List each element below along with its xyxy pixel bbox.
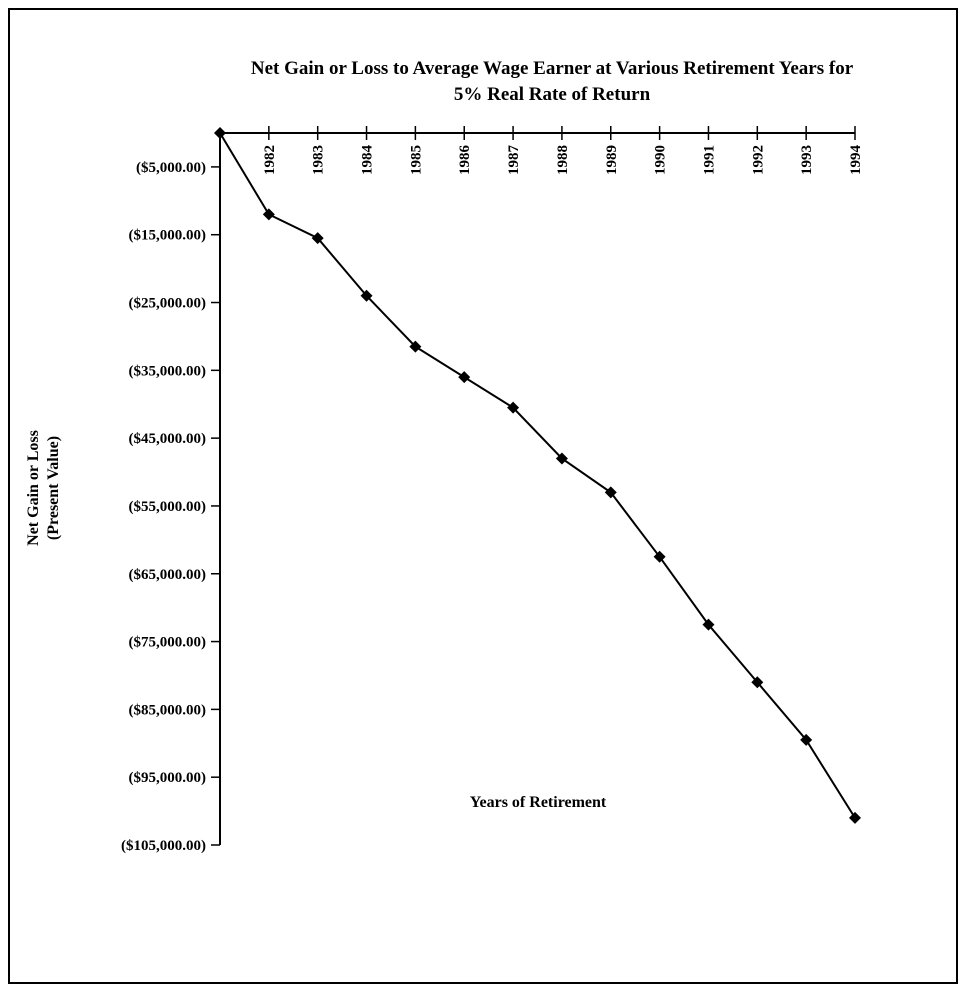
x-tick-label: 1985: [408, 145, 424, 175]
y-tick-label: ($15,000.00): [129, 228, 207, 244]
point-marker: [311, 232, 324, 245]
chart-title: Net Gain or Loss to Average Wage Earner …: [251, 58, 854, 79]
point-marker: [604, 486, 617, 499]
x-tick-label: 1987: [506, 145, 522, 176]
y-tick-label: ($35,000.00): [129, 363, 207, 379]
point-marker: [751, 676, 764, 689]
y-axis-label: Net Gain or Loss: [25, 430, 42, 546]
point-marker: [458, 371, 471, 384]
x-tick-label: 1992: [750, 145, 766, 175]
y-tick-label: ($105,000.00): [121, 838, 206, 854]
point-marker: [409, 340, 422, 353]
point-marker: [262, 208, 275, 221]
y-tick-label: ($95,000.00): [129, 770, 207, 786]
x-tick-label: 1989: [604, 145, 620, 175]
y-tick-label: ($45,000.00): [129, 431, 207, 447]
point-marker: [653, 550, 666, 563]
x-tick-label: 1993: [799, 145, 815, 175]
y-tick-label: ($25,000.00): [129, 296, 207, 312]
y-tick-label: ($5,000.00): [136, 160, 206, 176]
point-marker: [800, 733, 813, 746]
x-tick-label: 1986: [457, 145, 473, 176]
chart-border: [8, 8, 958, 984]
x-axis-label: Years of Retirement: [470, 794, 607, 811]
x-tick-label: 1994: [848, 145, 864, 176]
chart-title: 5% Real Rate of Return: [454, 84, 651, 105]
x-tick-label: 1984: [360, 145, 376, 176]
point-marker: [507, 401, 520, 414]
point-marker: [702, 618, 715, 631]
y-tick-label: ($85,000.00): [129, 702, 207, 718]
point-marker: [555, 452, 568, 465]
x-tick-label: 1983: [311, 145, 327, 175]
point-marker: [849, 811, 861, 824]
point-marker: [360, 289, 373, 302]
line-series: [219, 132, 856, 819]
point-marker: [214, 127, 226, 139]
y-tick-label: ($75,000.00): [129, 635, 207, 651]
y-tick-label: ($65,000.00): [129, 567, 207, 583]
y-axis-label: (Present Value): [45, 436, 62, 540]
x-tick-label: 1991: [701, 145, 717, 175]
x-tick-label: 1982: [262, 145, 278, 175]
x-tick-label: 1988: [555, 145, 571, 175]
x-tick-label: 1990: [653, 145, 669, 175]
y-tick-label: ($55,000.00): [129, 499, 207, 515]
